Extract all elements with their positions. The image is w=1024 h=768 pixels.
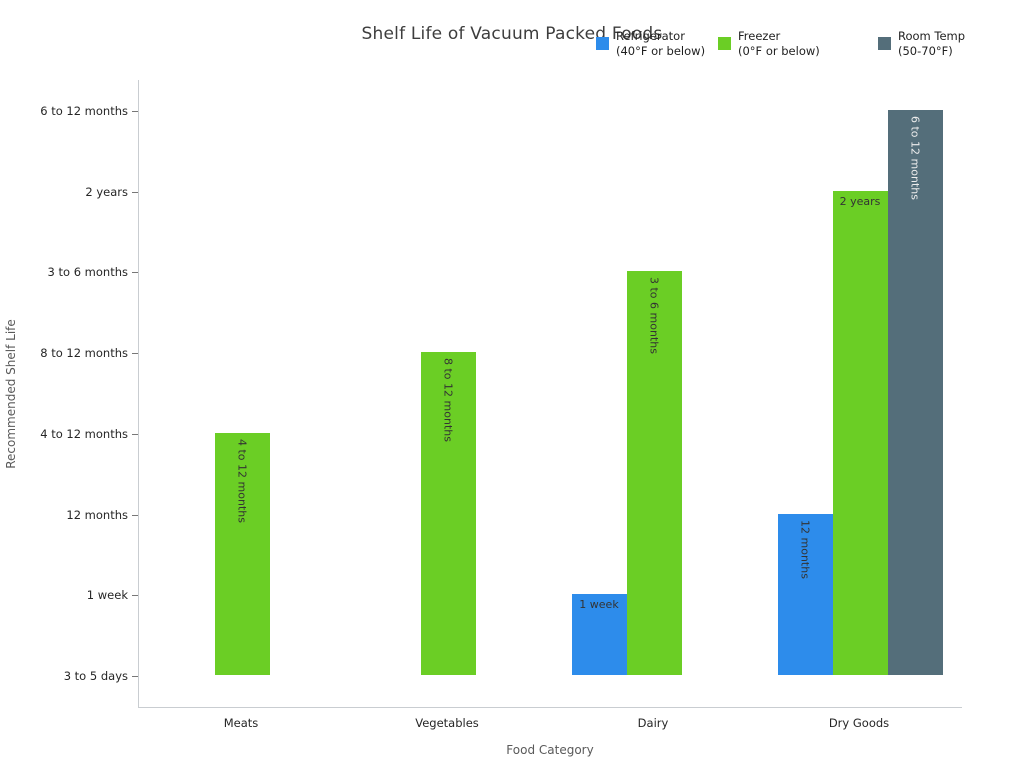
y-tick-label: 12 months <box>66 507 128 522</box>
plot-area: 1 week 12 months 4 to 12 months 8 to 12 mon… <box>138 80 962 708</box>
bar-freezer-dairy: 3 to 6 months <box>626 271 682 675</box>
x-tick-label-dry-goods: Dry Goods <box>828 716 890 730</box>
bar-value-label: 4 to 12 months <box>235 438 249 523</box>
y-tick-mark <box>132 353 138 355</box>
y-tick-mark <box>132 514 138 516</box>
x-tick-label-vegetables: Vegetables <box>415 716 479 730</box>
y-tick-label: 3 to 5 days <box>63 669 128 683</box>
y-tick-mark <box>132 272 138 274</box>
bar-value-label: 2 years <box>839 194 881 208</box>
x-axis-title: Food Category <box>506 743 594 757</box>
bar-freezer-dry-goods: 2 years <box>832 190 888 675</box>
bar-value-label: 6 to 12 months <box>908 116 922 200</box>
y-tick-mark <box>132 111 138 112</box>
bar-value-label: 1 week <box>579 598 619 612</box>
bar-refrigerator-dry-goods: 12 months <box>777 513 833 675</box>
y-tick-mark <box>132 433 138 435</box>
bar-value-label: 8 to 12 months <box>441 358 455 443</box>
chart-title: Shelf Life of Vacuum Packed Foods <box>361 24 663 44</box>
bar-freezer-vegetables: 8 to 12 months <box>420 352 476 675</box>
y-tick-label: 8 to 12 months <box>40 346 128 361</box>
x-tick-label-meats: Meats <box>223 716 259 730</box>
bar-freezer-meats: 4 to 12 months <box>214 432 270 675</box>
bar-value-label: 3 to 6 months <box>647 277 661 355</box>
y-tick-mark <box>132 595 138 597</box>
bar-refrigerator-dairy: 1 week <box>571 594 627 675</box>
x-tick-label-dairy: Dairy <box>637 716 669 730</box>
y-tick-label: 2 years <box>85 184 128 199</box>
bar-value-label: 12 months <box>798 519 812 579</box>
y-tick-label: 3 to 6 months <box>47 265 128 280</box>
y-tick-label: 1 week <box>86 588 128 603</box>
y-tick-label: 6 to 12 months <box>40 104 128 118</box>
y-tick-mark <box>132 191 138 193</box>
y-tick-mark <box>132 676 138 677</box>
y-tick-label: 4 to 12 months <box>40 426 128 441</box>
bar-room-temp-dry-goods: 6 to 12 months <box>887 110 943 675</box>
